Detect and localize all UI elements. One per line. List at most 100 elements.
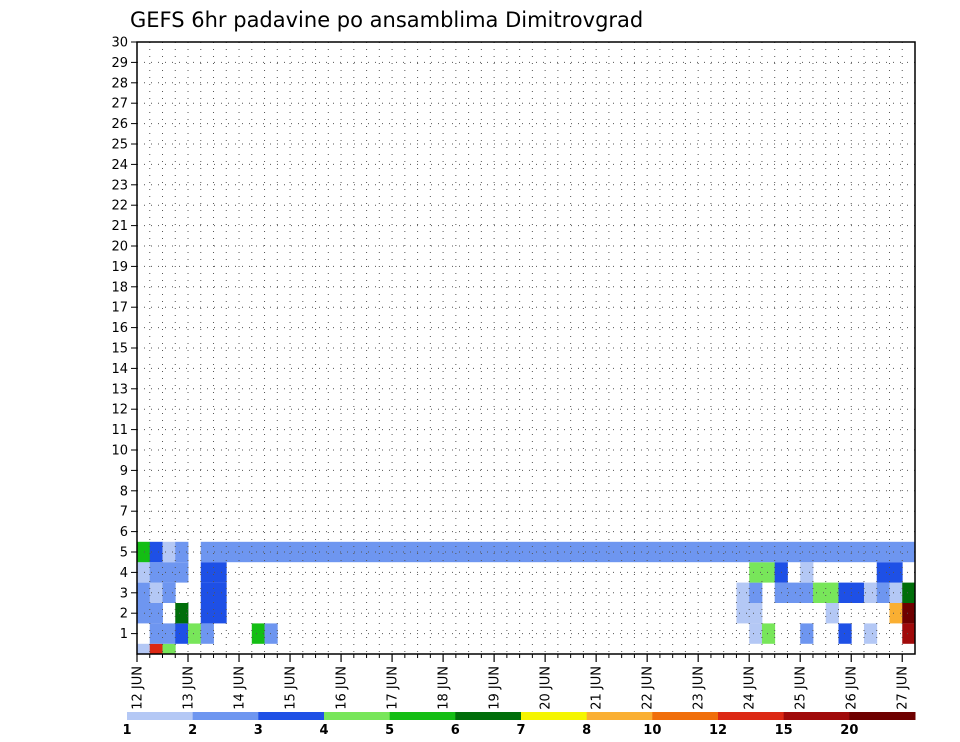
precip-cell [825,582,839,603]
y-tick-label: 8 [120,484,128,499]
y-tick-label: 17 [111,301,128,316]
precip-cell [863,623,878,644]
precip-cell [800,582,814,603]
colorbar-label: 4 [319,723,328,738]
y-tick-label: 6 [120,525,128,540]
precip-cell [876,562,890,583]
precip-cell [149,562,163,583]
precip-cell [353,541,367,563]
precip-cell [162,582,176,603]
precip-cell [902,582,916,603]
x-tick-label: 16 JUN [335,666,350,710]
precip-cell [736,582,750,603]
precip-cell [277,541,291,563]
x-tick-label: 19 JUN [488,666,503,710]
y-tick-label: 1 [120,627,128,642]
precip-cell [749,582,763,603]
y-tick-label: 12 [111,403,128,418]
precip-cell [162,643,176,654]
precip-cell [392,541,406,563]
x-tick-label: 20 JUN [539,666,554,710]
precip-cell [583,541,597,563]
y-tick-label: 3 [120,586,128,601]
y-tick-label: 5 [120,546,128,561]
y-tick-label: 21 [111,219,128,234]
colorbar-swatch [652,712,719,720]
y-tick-label: 11 [111,423,128,438]
precip-cell [889,582,903,603]
x-tick-label: 15 JUN [284,666,299,710]
x-tick-label: 12 JUN [131,666,146,710]
precip-cell [889,562,903,583]
precip-cell [876,582,890,603]
colorbar-swatch [718,712,785,720]
colorbar-label: 6 [451,723,460,738]
y-tick-label: 29 [111,56,128,71]
precip-cell [175,603,189,624]
precip-cell [443,541,457,563]
precip-cell [838,623,852,644]
precip-cell [761,623,776,644]
y-tick-label: 9 [120,464,128,479]
precip-cell [800,623,814,644]
y-tick-label: 16 [111,321,128,336]
y-tick-label: 26 [111,117,128,132]
y-tick-label: 14 [111,362,128,377]
precip-cell [239,541,253,563]
precip-cell [761,562,776,583]
precip-cell [162,541,176,563]
x-tick-label: 26 JUN [845,666,860,710]
precip-cell [137,643,151,654]
y-tick-label: 4 [120,566,128,581]
cells-layer [137,541,916,654]
precip-cell [787,582,801,603]
precip-cell [634,541,648,563]
y-tick-label: 19 [111,260,128,275]
precip-cell [302,541,316,563]
colorbar-swatch [324,712,391,720]
precip-cell [213,541,227,563]
precip-cell [889,541,903,563]
precip-cell [226,541,240,563]
precip-cell [825,541,839,563]
precip-cell [608,541,623,563]
precip-cell [468,541,482,563]
precip-cell [251,623,265,644]
colorbar-swatch [258,712,325,720]
x-tick-label: 17 JUN [386,666,401,710]
precip-cell [213,562,227,583]
y-tick-label: 28 [111,76,128,91]
precip-cell [851,582,865,603]
precip-cell [149,582,163,603]
precip-cell [290,541,304,563]
precip-cell [213,603,227,624]
y-tick-label: 20 [111,240,128,255]
x-tick-label: 14 JUN [233,666,248,710]
precip-cell [825,603,839,624]
precip-cell [519,541,533,563]
precip-cell [315,541,329,563]
x-tick-label: 25 JUN [794,666,809,710]
precip-cell [685,541,699,563]
colorbar-label: 5 [385,723,394,738]
precip-cell [430,541,444,563]
colorbar-label: 3 [254,723,263,738]
colorbar-label: 1 [122,723,131,738]
precip-cell [787,541,801,563]
colorbar-swatch [849,712,916,720]
x-tick-label: 13 JUN [182,666,197,710]
precip-cell [149,643,163,654]
colorbar-swatch [586,712,653,720]
y-tick-label: 25 [111,138,128,153]
colorbar-swatch [389,712,456,720]
precip-cell [596,541,610,563]
precip-cell [863,541,878,563]
precip-cell [494,541,508,563]
y-tick-label: 24 [111,158,128,173]
precip-cell [672,541,686,563]
precip-cell [162,623,176,644]
x-tick-label: 24 JUN [743,666,758,710]
precip-cell [647,541,661,563]
precip-cell [902,541,916,563]
precip-cell [162,562,176,583]
